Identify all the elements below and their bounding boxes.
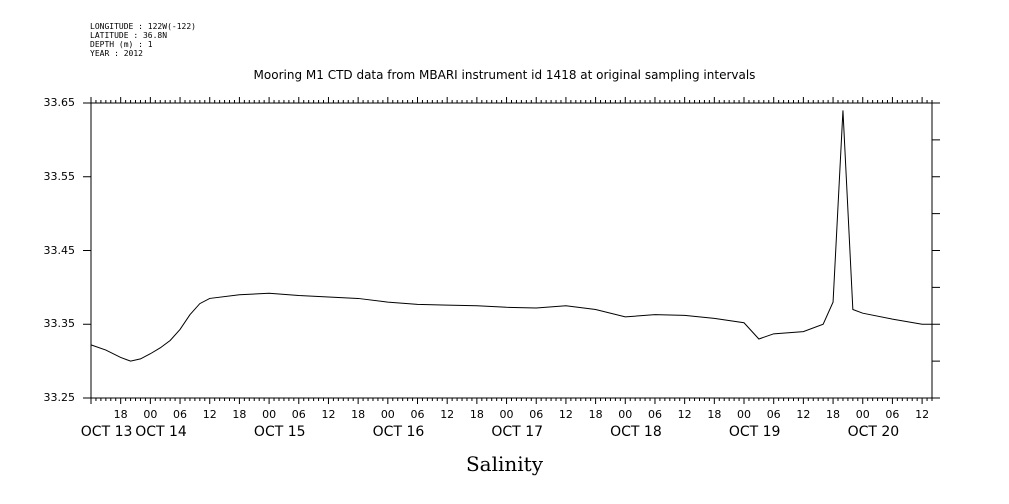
day-label: OCT 13 — [80, 424, 133, 440]
day-label: OCT 14 — [135, 424, 187, 440]
latitude-text: LATITUDE : 36.8N — [90, 31, 168, 40]
plot-frame — [90, 102, 933, 399]
salinity-series-line — [90, 110, 932, 362]
chart-title: Mooring M1 CTD data from MBARI instrumen… — [253, 68, 756, 82]
y-tick-label: 33.25 — [43, 391, 76, 404]
hour-tick-label: 12 — [440, 408, 455, 421]
hour-tick-label: 06 — [647, 408, 662, 421]
hour-tick-label: 12 — [677, 408, 692, 421]
hour-tick-label: 00 — [380, 408, 395, 421]
metadata-block: LONGITUDE : 122W(-122) LATITUDE : 36.8N … — [90, 22, 196, 58]
hour-tick-label: 00 — [737, 408, 751, 421]
longitude-text: LONGITUDE : 122W(-122) — [90, 22, 196, 31]
hour-tick-label: 00 — [262, 408, 277, 421]
hour-tick-label: 18 — [351, 408, 366, 421]
y-tick-label: 33.35 — [43, 317, 76, 331]
hour-tick-label: 12 — [796, 408, 811, 421]
hour-tick-label: 06 — [410, 408, 425, 421]
y-tick-label: 33.45 — [43, 243, 76, 257]
hour-tick-label: 12 — [558, 408, 573, 421]
day-label: OCT 16 — [372, 424, 425, 440]
day-label: OCT 20 — [847, 424, 900, 440]
year-text: YEAR : 2012 — [90, 49, 143, 58]
y-tick-label: 33.65 — [43, 96, 76, 109]
hour-tick-label: 06 — [529, 408, 544, 421]
hour-tick-label: 00 — [855, 408, 870, 421]
depth-text: DEPTH (m) : 1 — [90, 40, 153, 49]
hour-tick-label: 18 — [113, 408, 128, 421]
hour-tick-label: 18 — [826, 408, 841, 421]
x-axis-title: Salinity — [465, 452, 544, 476]
day-label: OCT 19 — [728, 424, 781, 440]
hour-tick-label: 18 — [232, 408, 247, 421]
day-label: OCT 17 — [491, 424, 544, 440]
hour-tick-label: 06 — [291, 408, 306, 421]
hour-tick-label: 12 — [202, 408, 217, 421]
hour-tick-label: 06 — [766, 408, 781, 421]
hour-tick-label: 00 — [618, 408, 633, 421]
hour-tick-label: 00 — [143, 408, 158, 421]
hour-tick-label: 00 — [499, 408, 514, 421]
hour-tick-label: 18 — [588, 408, 603, 421]
hour-tick-label: 18 — [469, 408, 484, 421]
y-tick-label: 33.55 — [43, 169, 76, 183]
hour-tick-label: 06 — [173, 408, 188, 421]
day-label: OCT 15 — [253, 424, 306, 440]
hour-tick-label: 06 — [885, 408, 900, 421]
day-label: OCT 18 — [610, 424, 662, 440]
hour-tick-label: 12 — [915, 408, 930, 421]
hour-tick-label: 12 — [321, 408, 336, 421]
hour-tick-label: 18 — [707, 408, 722, 421]
